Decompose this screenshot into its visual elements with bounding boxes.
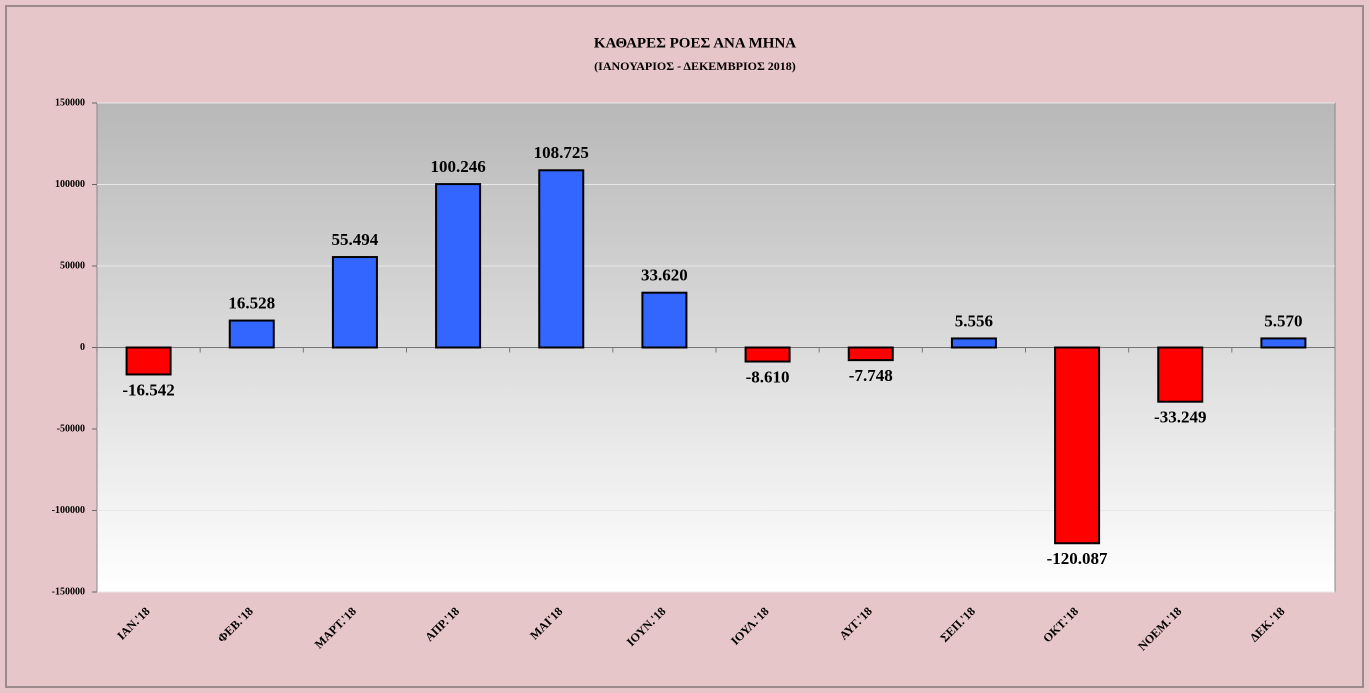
frame (5, 5, 1364, 688)
data-label: -7.748 (849, 366, 893, 385)
bar (744, 346, 791, 363)
data-label: 55.494 (332, 230, 379, 249)
data-label: 5.570 (1264, 311, 1302, 330)
bar (435, 183, 482, 349)
bar (641, 291, 688, 349)
y-tick-label: -150000 (52, 586, 85, 597)
bar (1260, 337, 1307, 349)
data-label: -120.087 (1047, 549, 1108, 568)
data-label: 16.528 (228, 293, 275, 312)
bar (847, 346, 894, 362)
bar (538, 169, 585, 349)
data-label: -33.249 (1154, 408, 1206, 427)
data-label: -16.542 (122, 380, 174, 399)
data-label: 5.556 (955, 311, 993, 330)
bar (331, 256, 378, 349)
y-tick-label: -50000 (57, 423, 85, 434)
y-tick-label: -100000 (52, 505, 85, 516)
y-tick-label: 150000 (55, 97, 85, 108)
bar (1157, 346, 1204, 403)
y-tick-label: 100000 (55, 179, 85, 190)
data-label: -8.610 (746, 367, 790, 386)
bar (1054, 346, 1101, 545)
chart-subtitle: (ΙΑΝΟΥΑΡΙΟΣ - ΔΕΚΕΜΒΡΙΟΣ 2018) (594, 59, 796, 73)
data-label: 100.246 (430, 157, 485, 176)
data-label: 108.725 (534, 143, 589, 162)
chart-title: ΚΑΘΑΡΕΣ ΡΟΕΣ ΑΝΑ ΜΗΝΑ (594, 35, 796, 51)
data-label: 33.620 (641, 266, 688, 285)
bar (950, 337, 997, 349)
bar (125, 346, 172, 376)
y-tick-label: 50000 (60, 260, 85, 271)
bar (228, 319, 275, 349)
y-tick-label: 0 (80, 342, 85, 353)
